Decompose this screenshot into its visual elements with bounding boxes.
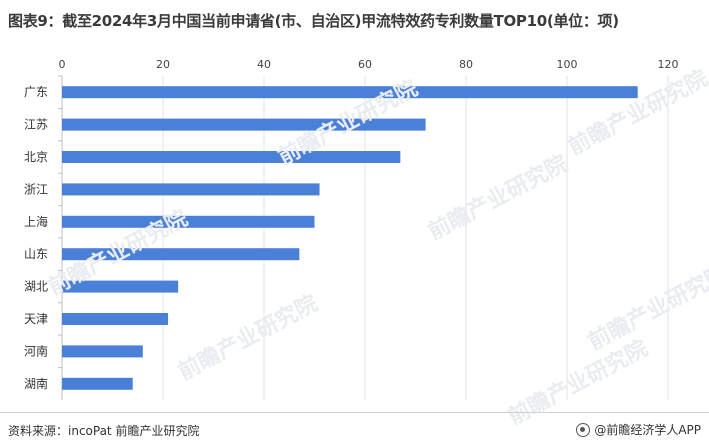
y-category-label: 上海 (24, 214, 48, 229)
bar (62, 215, 315, 228)
x-tick-label: 0 (59, 58, 66, 71)
y-category-label: 浙江 (24, 182, 48, 196)
bar (62, 313, 169, 325)
chart-title: 图表9：截至2024年3月中国当前申请省(市、自治区)甲流特效药专利数量TOP1… (8, 12, 619, 30)
bar (62, 280, 179, 293)
bar (62, 345, 143, 358)
bar (62, 183, 320, 196)
y-category-label: 北京 (24, 150, 48, 164)
bar (62, 118, 426, 131)
footer: 资料来源：incoPat 前瞻产业研究院 @前瞻经济学人APP (0, 412, 709, 448)
bar (62, 248, 300, 261)
y-category-label: 河南 (24, 343, 48, 358)
x-axis-ticks: 0 20 40 60 80 100 120 (59, 58, 679, 71)
y-category-label: 湖南 (24, 376, 48, 391)
x-tick-label: 80 (459, 58, 473, 71)
brand: @前瞻经济学人APP (576, 421, 701, 438)
x-tick-label: 20 (156, 58, 170, 71)
x-tick-label: 120 (658, 58, 679, 71)
brand-label: @前瞻经济学人APP (594, 423, 701, 437)
bars (62, 86, 638, 390)
y-category-label: 湖北 (24, 279, 48, 294)
source-note: 资料来源：incoPat 前瞻产业研究院 (8, 424, 200, 438)
y-category-label: 广东 (24, 85, 48, 99)
y-category-label: 天津 (24, 312, 48, 326)
bar (62, 151, 401, 163)
brand-logo-icon (576, 422, 591, 437)
x-tick-label: 60 (358, 58, 372, 71)
bar (62, 86, 638, 99)
y-category-label: 山东 (24, 247, 48, 261)
y-category-label: 江苏 (24, 118, 48, 132)
bar (62, 377, 133, 390)
x-tick-label: 40 (257, 58, 271, 71)
x-tick-label: 100 (557, 58, 578, 71)
footer-divider (0, 412, 709, 413)
